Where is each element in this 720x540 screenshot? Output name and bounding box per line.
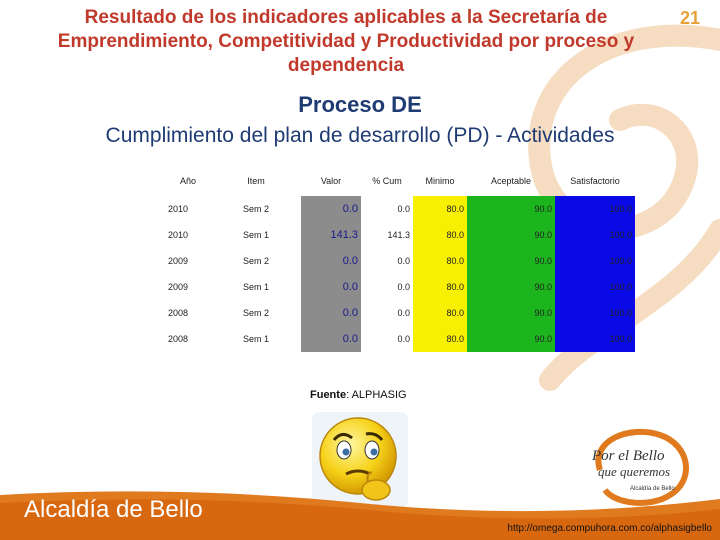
cell-cum: 0.0: [397, 308, 410, 318]
cell-valor: 0.0: [301, 196, 361, 222]
cell-aceptable: 90.0: [467, 300, 555, 326]
cell-cum: 0.0: [397, 204, 410, 214]
logo-line1: Por el Bello: [591, 448, 665, 464]
cell-minimo: 80.0: [413, 326, 467, 352]
section-heading: Cumplimiento del plan de desarrollo (PD)…: [105, 124, 615, 147]
cell-anio: 2010: [168, 204, 189, 214]
header-item: Item: [247, 176, 265, 186]
page-number: 21: [679, 8, 700, 28]
cell-valor: 141.3: [301, 222, 361, 248]
table-header-row: Año Item Valor % Cum Minimo Aceptable Sa…: [165, 166, 635, 196]
cell-minimo: 80.0: [413, 222, 467, 248]
header-anio: Año: [179, 176, 196, 186]
cell-aceptable: 90.0: [467, 274, 555, 300]
table-row: 2010 Sem 1 141.3 141.3 80.0 90.0 100.0: [165, 222, 635, 248]
source-label: Fuente: [310, 389, 347, 401]
cell-valor: 0.0: [301, 326, 361, 352]
brand-name: Alcaldía de Bello: [24, 496, 203, 523]
cell-aceptable: 90.0: [467, 196, 555, 222]
logo-swirl-icon: Por el Bello que queremos Alcaldía de Be…: [591, 428, 689, 506]
cell-anio: 2009: [168, 256, 189, 266]
cell-satisfactorio: 100.0: [555, 196, 635, 222]
cell-anio: 2008: [168, 308, 189, 318]
header-cum: % Cum: [372, 176, 402, 186]
section-subtitle: Proceso DE: [298, 92, 422, 117]
cell-item: Sem 1: [242, 282, 269, 292]
footer-band: [0, 491, 720, 540]
cell-aceptable: 90.0: [467, 222, 555, 248]
source-value: : ALPHASIG: [346, 389, 407, 401]
table-row: 2009 Sem 2 0.0 0.0 80.0 90.0 100.0: [165, 248, 635, 274]
cell-satisfactorio: 100.0: [555, 300, 635, 326]
cell-satisfactorio: 100.0: [555, 274, 635, 300]
source-note: Fuente: ALPHASIG: [310, 389, 407, 401]
indicator-table: Año Item Valor % Cum Minimo Aceptable Sa…: [165, 166, 635, 352]
page-title: Resultado de los indicadores aplicables …: [57, 7, 635, 76]
thinking-face-icon: [312, 412, 408, 508]
cell-satisfactorio: 100.0: [555, 326, 635, 352]
cell-minimo: 80.0: [413, 248, 467, 274]
header-satisfactorio: Satisfactorio: [570, 176, 620, 186]
cell-valor: 0.0: [301, 248, 361, 274]
cell-item: Sem 1: [242, 334, 269, 344]
cell-anio: 2009: [168, 282, 189, 292]
logo-line3: Alcaldía de Bello: [630, 486, 675, 492]
header-aceptable: Aceptable: [490, 176, 532, 186]
header-valor: Valor: [320, 176, 342, 186]
por-el-bello-logo: Por el Bello que queremos Alcaldía de Be…: [570, 420, 710, 512]
cell-cum: 0.0: [397, 282, 410, 292]
cell-aceptable: 90.0: [467, 326, 555, 352]
header-minimo: Minimo: [425, 176, 455, 186]
table-row: 2008 Sem 2 0.0 0.0 80.0 90.0 100.0: [165, 300, 635, 326]
cell-cum: 0.0: [397, 334, 410, 344]
cell-anio: 2010: [168, 230, 189, 240]
cell-minimo: 80.0: [413, 300, 467, 326]
cell-satisfactorio: 100.0: [555, 248, 635, 274]
cell-item: Sem 2: [242, 204, 269, 214]
cell-item: Sem 2: [242, 308, 269, 318]
table-row: 2009 Sem 1 0.0 0.0 80.0 90.0 100.0: [165, 274, 635, 300]
cell-aceptable: 90.0: [467, 248, 555, 274]
table-row: 2010 Sem 2 0.0 0.0 80.0 90.0 100.0: [165, 196, 635, 222]
footer-url[interactable]: http://omega.compuhora.com.co/alphasigbe…: [507, 523, 712, 534]
cell-cum: 141.3: [387, 230, 410, 240]
cell-item: Sem 2: [242, 256, 269, 266]
cell-minimo: 80.0: [413, 196, 467, 222]
cell-item: Sem 1: [242, 230, 269, 240]
cell-satisfactorio: 100.0: [555, 222, 635, 248]
logo-line2: que queremos: [598, 464, 670, 479]
cell-valor: 0.0: [301, 300, 361, 326]
cell-valor: 0.0: [301, 274, 361, 300]
cell-cum: 0.0: [397, 256, 410, 266]
cell-anio: 2008: [168, 334, 189, 344]
table-row: 2008 Sem 1 0.0 0.0 80.0 90.0 100.0: [165, 326, 635, 352]
cell-minimo: 80.0: [413, 274, 467, 300]
